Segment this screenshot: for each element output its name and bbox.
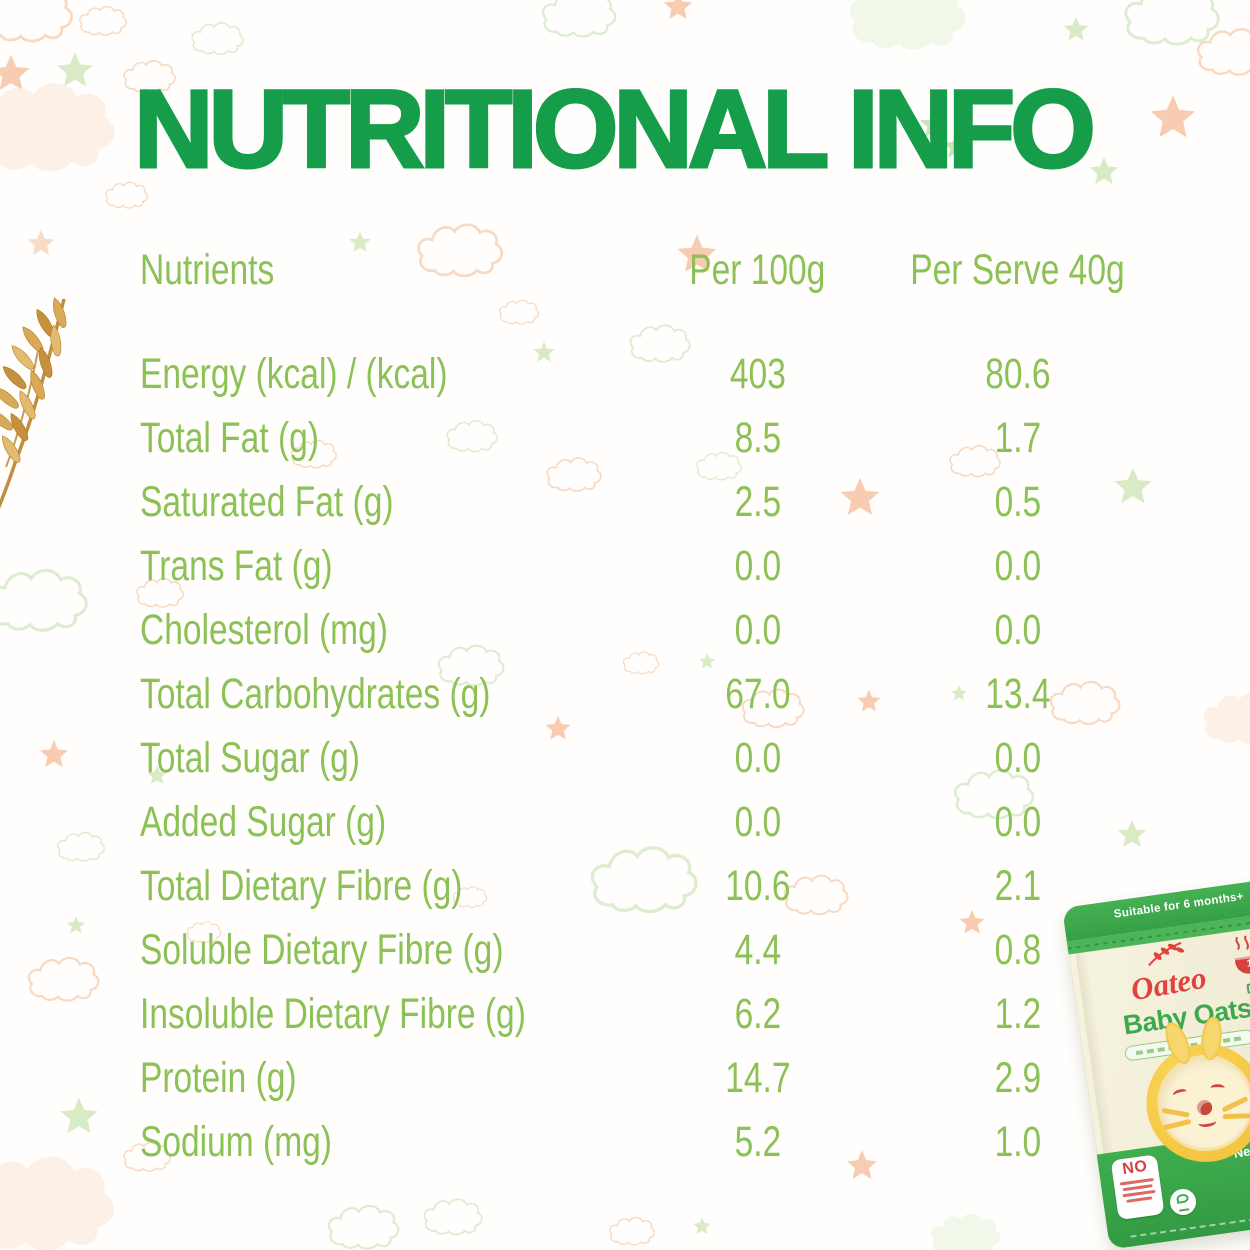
nutrient-label: Total Sugar (g) bbox=[140, 733, 360, 782]
value-per-serve: 2.1 bbox=[994, 861, 1041, 910]
value-per-100g: 67.0 bbox=[724, 669, 791, 718]
nutrient-label: Energy (kcal) / (kcal) bbox=[140, 349, 448, 398]
table-row: Sodium (mg) 5.2 1.0 bbox=[140, 1110, 1160, 1174]
table-row: Total Dietary Fibre (g) 10.6 2.1 bbox=[140, 854, 1160, 918]
nutrient-label: Total Dietary Fibre (g) bbox=[140, 861, 463, 910]
nutrient-label: Soluble Dietary Fibre (g) bbox=[140, 925, 504, 974]
logo-wheat-icon bbox=[1148, 941, 1185, 967]
value-per-serve: 1.2 bbox=[994, 989, 1041, 1038]
table-row: Trans Fat (g) 0.0 0.0 bbox=[140, 534, 1160, 598]
brand-logo: Oateo bbox=[1069, 929, 1250, 1015]
value-per-100g: 5.2 bbox=[734, 1117, 781, 1166]
value-per-100g: 8.5 bbox=[734, 413, 781, 462]
value-per-serve: 0.8 bbox=[994, 925, 1041, 974]
nutrient-label: Saturated Fat (g) bbox=[140, 477, 394, 526]
value-per-100g: 403 bbox=[729, 349, 786, 398]
table-header-row: Nutrients Per 100g Per Serve 40g bbox=[140, 238, 1160, 302]
oat-bowl-illustration bbox=[1138, 1015, 1250, 1170]
table-row: Total Fat (g) 8.5 1.7 bbox=[140, 406, 1160, 470]
no-badge-text: NO bbox=[1121, 1157, 1149, 1179]
value-per-100g: 14.7 bbox=[724, 1053, 791, 1102]
product-package-image: Suitable for 6 months+ 1 bbox=[1062, 875, 1250, 1250]
nutrient-label: Total Carbohydrates (g) bbox=[140, 669, 491, 718]
value-per-100g: 4.4 bbox=[734, 925, 781, 974]
value-per-100g: 0.0 bbox=[734, 541, 781, 590]
hot-bowl-icon: 1 bbox=[1226, 933, 1250, 976]
nutrition-table: Nutrients Per 100g Per Serve 40g Energy … bbox=[140, 238, 1160, 1174]
table-row: Total Sugar (g) 0.0 0.0 bbox=[140, 726, 1160, 790]
nutrient-label: Sodium (mg) bbox=[140, 1117, 332, 1166]
header-spacer bbox=[140, 302, 1160, 342]
value-per-serve: 0.5 bbox=[994, 477, 1041, 526]
nutrient-label: Insoluble Dietary Fibre (g) bbox=[140, 989, 526, 1038]
table-row: Soluble Dietary Fibre (g) 4.4 0.8 bbox=[140, 918, 1160, 982]
certification-badge-icon bbox=[1168, 1187, 1198, 1217]
value-per-serve: 13.4 bbox=[984, 669, 1051, 718]
table-row: Added Sugar (g) 0.0 0.0 bbox=[140, 790, 1160, 854]
steam-icon bbox=[1235, 934, 1249, 950]
nutrient-label: Cholesterol (mg) bbox=[140, 605, 388, 654]
value-per-serve: 80.6 bbox=[984, 349, 1051, 398]
oat-stalk-image bbox=[0, 295, 70, 509]
column-header-nutrients: Nutrients bbox=[140, 245, 275, 294]
nutrient-label: Trans Fat (g) bbox=[140, 541, 333, 590]
value-per-serve: 2.9 bbox=[994, 1053, 1041, 1102]
bunny-eye-icon bbox=[1210, 1084, 1225, 1093]
page-title: NUTRITIONAL INFO bbox=[133, 67, 1098, 193]
value-per-serve: 1.7 bbox=[994, 413, 1041, 462]
table-row: Protein (g) 14.7 2.9 bbox=[140, 1046, 1160, 1110]
value-per-100g: 2.5 bbox=[734, 477, 781, 526]
value-per-serve: 1.0 bbox=[994, 1117, 1041, 1166]
pouch-body: Suitable for 6 months+ 1 bbox=[1062, 875, 1250, 1250]
value-per-100g: 0.0 bbox=[734, 733, 781, 782]
value-per-100g: 10.6 bbox=[724, 861, 791, 910]
nutrient-label: Added Sugar (g) bbox=[140, 797, 387, 846]
table-row: Energy (kcal) / (kcal) 403 80.6 bbox=[140, 342, 1160, 406]
value-per-serve: 0.0 bbox=[994, 733, 1041, 782]
value-per-100g: 0.0 bbox=[734, 605, 781, 654]
value-per-serve: 0.0 bbox=[994, 797, 1041, 846]
column-header-per-100g: Per 100g bbox=[689, 245, 826, 294]
column-header-per-serve: Per Serve 40g bbox=[910, 245, 1125, 294]
value-per-serve: 0.0 bbox=[994, 541, 1041, 590]
nutrient-label: Total Fat (g) bbox=[140, 413, 319, 462]
nutrient-label: Protein (g) bbox=[140, 1053, 297, 1102]
table-row: Cholesterol (mg) 0.0 0.0 bbox=[140, 598, 1160, 662]
value-per-100g: 0.0 bbox=[734, 797, 781, 846]
table-row: Insoluble Dietary Fibre (g) 6.2 1.2 bbox=[140, 982, 1160, 1046]
table-row: Total Carbohydrates (g) 67.0 13.4 bbox=[140, 662, 1160, 726]
value-per-100g: 6.2 bbox=[734, 989, 781, 1038]
bunny-whisker-icon bbox=[1222, 1113, 1250, 1120]
table-row: Saturated Fat (g) 2.5 0.5 bbox=[140, 470, 1160, 534]
value-per-serve: 0.0 bbox=[994, 605, 1041, 654]
